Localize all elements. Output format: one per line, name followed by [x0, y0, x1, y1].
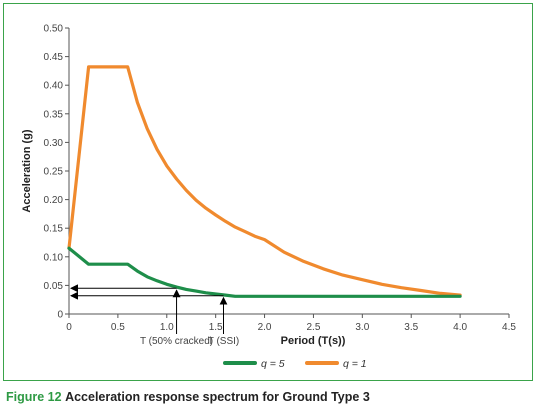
- annotation-label: T (50% cracked): [140, 336, 213, 347]
- y-axis-ticks: 0 0.05 0.10 0.15 0.20 0.25 0.30 0.35 0.40 0.45 0.5…: [44, 24, 69, 321]
- legend: q = 5 q = 1: [223, 358, 367, 370]
- x-tick-label: 0: [66, 322, 72, 333]
- y-axis-label: Acceleration (g): [21, 129, 33, 212]
- x-tick-label: 4.0: [453, 322, 467, 333]
- x-axis-ticks: 0 0.5 1.0 1.5 2.0 2.5 3.0 3.5 4.0 4.5: [66, 314, 516, 333]
- legend-label: q = 5: [261, 358, 285, 370]
- figure-label: Figure 12: [6, 390, 62, 404]
- figure-caption: Figure 12 Acceleration response spectrum…: [6, 390, 370, 404]
- figure-frame: [3, 3, 533, 381]
- y-tick-label: 0.20: [44, 195, 64, 206]
- y-tick-label: 0.50: [44, 24, 64, 35]
- series-lines: [67, 65, 462, 298]
- y-tick-label: 0.45: [44, 52, 64, 63]
- x-tick-label: 3.0: [355, 322, 369, 333]
- x-tick-label: 2.0: [258, 322, 272, 333]
- y-tick-label: 0.30: [44, 138, 64, 149]
- x-tick-label: 1.5: [209, 322, 223, 333]
- x-tick-label: 4.5: [502, 322, 516, 333]
- y-tick-label: 0.35: [44, 109, 64, 120]
- y-tick-label: 0.10: [44, 252, 64, 263]
- annotations: T (50% cracked)T (SSI): [70, 284, 239, 347]
- y-tick-label: 0.05: [44, 281, 64, 292]
- x-tick-label: 1.0: [160, 322, 174, 333]
- series-line-q5: [67, 246, 462, 298]
- x-tick-label: 3.5: [404, 322, 418, 333]
- x-tick-label: 0.5: [111, 322, 125, 333]
- legend-label: q = 1: [343, 358, 367, 370]
- response-spectrum-chart: 0 0.05 0.10 0.15 0.20 0.25 0.30 0.35 0.40 0.45 0.5…: [21, 24, 516, 371]
- x-axis-label: Period (T(s)): [281, 335, 346, 347]
- series-line-q1: [67, 65, 462, 297]
- y-tick-label: 0.25: [44, 167, 64, 178]
- x-tick-label: 2.5: [306, 322, 320, 333]
- annotation-label: T (SSI): [208, 336, 239, 347]
- y-tick-label: 0: [57, 310, 63, 321]
- y-tick-label: 0.40: [44, 81, 64, 92]
- caption-text: Acceleration response spectrum for Groun…: [65, 390, 370, 404]
- y-tick-label: 0.15: [44, 224, 64, 235]
